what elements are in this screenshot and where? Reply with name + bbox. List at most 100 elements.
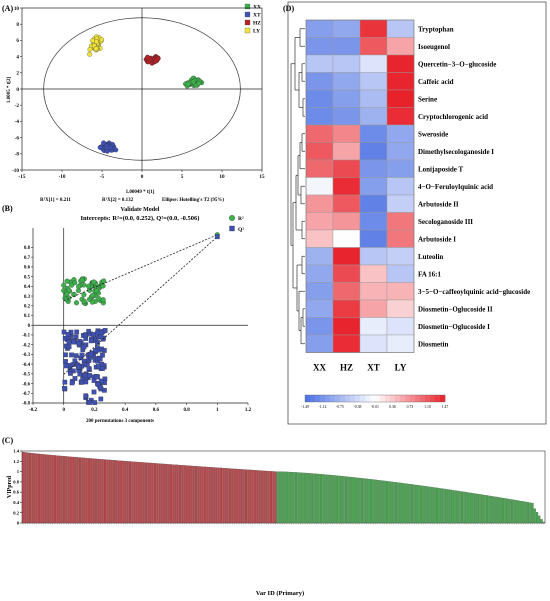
panel-c-bar (63, 456, 66, 524)
panel-c-bar (101, 459, 104, 524)
panel-c-bar (176, 464, 179, 524)
panel-d-row-label: Secologanoside III (418, 218, 473, 226)
panel-c-bar (254, 470, 257, 524)
panel-c-bar (210, 467, 213, 524)
panel-d-cell (359, 229, 388, 248)
panel-b-q2-regression-line (63, 236, 218, 375)
panel-a-legend: XX XT HZ LY (244, 3, 261, 35)
panel-c-bar (406, 483, 409, 524)
panel-b-ytick-label: 0.8 (24, 246, 31, 251)
panel-b-q2-point (73, 353, 79, 359)
panel-c-bar (447, 489, 450, 524)
panel-b-legend-q2-marker (229, 225, 235, 232)
panel-b-r2-point (64, 291, 70, 297)
panel-c-bar (83, 457, 86, 524)
panel-c-bar (190, 465, 193, 524)
panel-c-bar (299, 472, 302, 524)
panel-c-bar (401, 483, 404, 524)
panel-d-cell (359, 54, 388, 73)
panel-a-point-ly (87, 51, 93, 57)
panel-a-legend-swatch (244, 11, 251, 18)
panel-b-points (61, 232, 220, 405)
panel-c-bar (472, 493, 475, 524)
panel-c-ytick-label: 1.4 (13, 449, 19, 454)
panel-d-cell (305, 299, 334, 318)
panel-d-cells (305, 19, 415, 353)
panel-c-bar (404, 483, 407, 524)
panel-c-bar (422, 485, 425, 524)
panel-b-r2-point (71, 292, 77, 298)
panel-d-cell (386, 247, 415, 266)
panel-c-bar (26, 452, 29, 524)
panel-b-ytick-label: 0.3 (24, 295, 31, 300)
panel-c-bar (538, 515, 541, 524)
panel-d-cell (305, 54, 334, 73)
panel-b-ytick-label: -0.2 (22, 343, 30, 348)
panel-d-legend-step (305, 395, 311, 402)
panel-d-cell (332, 72, 361, 91)
panel-d-legend-step (335, 395, 341, 402)
panel-c-bar (67, 456, 70, 524)
panel-c-bar (144, 462, 147, 524)
panel-c-bar (113, 460, 116, 524)
panel-c-bar (217, 467, 220, 524)
panel-b-xtick-label: 0 (62, 408, 65, 413)
panel-c-bar (185, 465, 188, 524)
panel-b-r2-point (61, 282, 67, 288)
panel-c-bar (324, 474, 327, 524)
panel-b-r2-point (90, 292, 96, 298)
panel-b-xtick-label: 1 (216, 408, 219, 413)
panel-d-legend-step (430, 395, 436, 402)
panel-c-bar (47, 454, 50, 524)
panel-c-bar (288, 471, 291, 524)
panel-d-cell (332, 212, 361, 231)
panel-d-cell (305, 177, 334, 196)
panel-d-row-label: Quercetin−3−O−glucoside (418, 60, 496, 68)
panel-d-legend-step (425, 395, 431, 402)
panel-d-row-label: Isoeugenol (418, 43, 450, 51)
panel-c-bar (94, 458, 97, 524)
panel-d-legend-tick: 1.47 (442, 405, 449, 409)
panel-d-cell (359, 107, 388, 126)
panel-c-xlabel: Var ID (Primary) (256, 590, 304, 597)
panel-d-legend-tick: 0.73 (407, 405, 414, 409)
panel-c-bar (147, 462, 150, 524)
panel-d-cell (332, 37, 361, 56)
panel-b-title: Validate Model (121, 207, 160, 213)
panel-b-xlabel: 200 permutations 3 components (86, 419, 154, 424)
panel-c-bar (476, 493, 479, 524)
panel-c-bar (131, 461, 134, 524)
panel-b-r2-point (69, 282, 75, 288)
panel-a-point-ly (93, 46, 99, 52)
panel-c-bar (74, 457, 77, 524)
panel-d-heatmap: (D) Tryptophan Isoeugenol Quercetin−3−O−gl… (283, 1, 547, 425)
panel-d-cell (359, 247, 388, 266)
panel-c-bar (526, 502, 530, 524)
panel-c-bar (219, 467, 223, 524)
panel-c-ylabel: VIPpred (7, 475, 13, 498)
panel-d-row-label: Sweroside (418, 130, 448, 138)
panel-c-ytick-label: 0.8 (13, 479, 19, 484)
panel-b-q2-point (96, 364, 101, 369)
panel-d-legend-step (350, 395, 356, 402)
panel-d-cell (386, 212, 415, 231)
panel-a-xlabel: 1.00049 * t[1] (126, 190, 155, 195)
panel-b-xtick-label: 0.8 (183, 408, 190, 413)
panel-d-cell (305, 317, 334, 336)
panel-c-bar (90, 458, 93, 524)
panel-d-cell (359, 37, 388, 56)
panel-b-q2-point (94, 374, 100, 380)
panel-b-legend: R² Q² (229, 215, 244, 233)
panel-c-bar (470, 492, 473, 524)
panel-b-q2-point (95, 330, 100, 336)
panel-d-cell (332, 159, 361, 178)
panel-a-points (87, 34, 205, 154)
panel-c-bar (474, 493, 477, 524)
panel-b-q2-point (63, 352, 68, 358)
panel-d-column-label: XT (367, 363, 380, 373)
panel-d-cell (386, 159, 415, 178)
panel-c-bar (390, 481, 393, 524)
panel-a-xtick-label: -5 (100, 174, 105, 180)
panel-c-bar (397, 482, 400, 524)
